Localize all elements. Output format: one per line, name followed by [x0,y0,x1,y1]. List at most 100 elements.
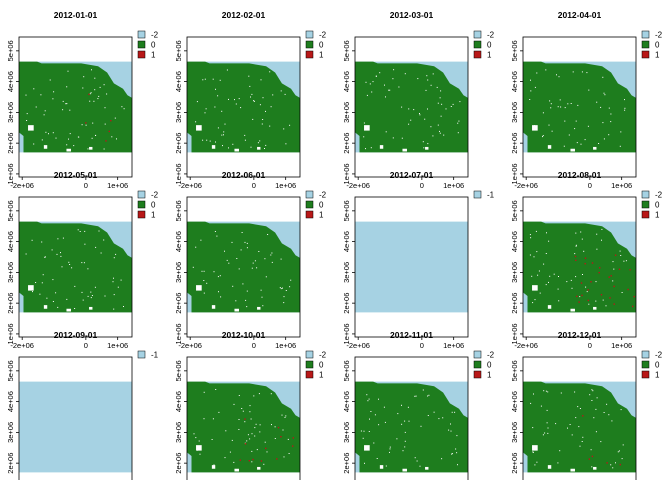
data-gap [66,144,68,146]
data-gap [587,125,589,127]
data-gap [280,288,282,290]
y-tick-label: 5e+06 [342,40,351,61]
data-gap [574,391,576,393]
data-gap [249,405,251,407]
data-gap [85,124,87,126]
data-gap [196,285,202,291]
data-gap [104,295,106,297]
legend-label: -2 [319,351,327,360]
data-gap [196,101,198,103]
data-gap [266,451,268,453]
data-gap [600,106,602,108]
data-gap [392,137,394,139]
data-gap [219,275,221,277]
data-gap [251,267,253,269]
data-gap [94,89,96,91]
data-gap [542,136,543,138]
data-gap [249,411,251,413]
data-gap [612,280,614,282]
data-gap [26,120,28,121]
fire-pixel [108,130,110,133]
data-gap [535,230,537,232]
data-gap [423,147,425,149]
data-gap [537,274,539,276]
data-gap [404,446,406,448]
data-gap [90,297,92,299]
data-gap [238,395,240,396]
data-gap [615,462,616,464]
data-gap [556,74,557,76]
data-gap [569,424,571,425]
data-gap [78,136,80,138]
fire-pixel [581,294,583,297]
data-gap [396,438,398,440]
data-gap [608,134,610,136]
data-gap [589,394,591,396]
data-gap [265,144,267,146]
data-gap [25,253,27,255]
fire-pixel [598,271,600,274]
data-gap [530,79,531,81]
data-gap [404,440,406,442]
fire-pixel [627,288,629,291]
land-mass [187,61,300,153]
data-gap [106,93,108,95]
data-gap [60,252,61,254]
data-gap [580,143,582,145]
data-gap [52,132,54,134]
plot-frame [354,356,469,485]
data-gap [546,422,548,424]
data-gap [545,390,547,392]
data-gap [450,106,452,107]
data-gap [425,146,429,150]
fire-pixel [248,460,250,462]
x-tick-label: 0 [420,341,424,350]
data-gap [91,295,93,296]
data-gap [623,260,625,262]
data-gap [540,405,542,407]
data-gap [223,131,225,133]
data-gap [282,429,284,431]
x-tick-label: 1e+06 [611,181,632,190]
data-gap [455,448,457,450]
data-gap [252,262,254,264]
data-gap [564,107,566,109]
data-gap [83,76,85,78]
data-gap [570,148,575,152]
y-tick-label: 4e+06 [174,391,183,412]
data-gap [575,276,577,278]
data-gap [248,75,250,77]
data-gap [217,95,219,97]
legend-swatch [473,40,482,49]
data-gap [117,286,119,288]
y-tick-label: 1e+06 [342,323,351,344]
data-gap [206,139,208,141]
data-gap [262,119,264,120]
fire-pixel [244,418,246,420]
legend-label: -1 [487,191,495,200]
fire-pixel [292,445,294,447]
y-tick-label: 3e+06 [6,422,15,443]
data-gap [289,124,291,126]
data-gap [203,418,205,420]
legend-label: -2 [319,31,327,40]
data-gap [572,71,574,73]
data-gap [241,408,243,409]
y-tick-label: 5e+06 [6,40,15,61]
fire-pixel [576,295,578,298]
data-gap [228,262,230,264]
data-gap [232,285,234,287]
y-tick-label: 1e+06 [342,163,351,184]
y-tick-label: 2e+06 [6,453,15,474]
y-tick-label: 3e+06 [6,262,15,283]
data-gap [413,109,415,111]
data-gap [555,423,557,425]
data-gap [625,260,627,262]
y-tick-label: 3e+06 [174,102,183,123]
data-gap [250,146,252,148]
data-gap [610,121,612,123]
y-tick-label: 4e+06 [510,391,519,412]
data-gap [211,145,216,149]
data-gap [591,400,593,401]
